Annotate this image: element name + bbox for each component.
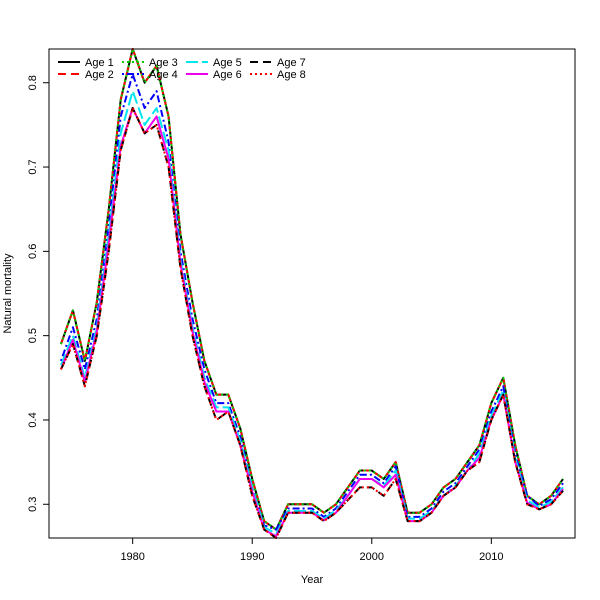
plot-frame [48, 48, 576, 539]
legend-label-age-7: Age 7 [277, 57, 306, 69]
series-line-age-7 [60, 107, 564, 539]
legend-label-age-5: Age 5 [213, 57, 242, 69]
legend-label-age-1: Age 1 [85, 57, 114, 69]
legend-label-age-2: Age 2 [85, 69, 114, 81]
legend-label-age-8: Age 8 [277, 69, 306, 81]
x-axis: 1980 1990 2000 2010 [120, 538, 504, 563]
series-layer [60, 48, 564, 539]
legend-label-age-3: Age 3 [149, 57, 178, 69]
legend-label-age-6: Age 6 [213, 69, 242, 81]
x-axis-title: Year [301, 574, 324, 586]
y-tick-label: 0.3 [27, 497, 39, 512]
x-tick-label: 2010 [479, 551, 503, 563]
series-line-age-5 [60, 90, 564, 535]
series-line-age-4 [60, 73, 564, 531]
y-axis-title: Natural mortality [2, 253, 14, 334]
y-tick-label: 0.8 [27, 75, 39, 90]
series-line-age-8 [60, 107, 564, 539]
legend-label-age-4: Age 4 [149, 69, 178, 81]
y-tick-label: 0.7 [27, 159, 39, 174]
y-tick-label: 0.4 [27, 412, 39, 427]
x-tick-label: 2000 [360, 551, 384, 563]
y-tick-label: 0.6 [27, 244, 39, 259]
y-tick-label: 0.5 [27, 328, 39, 343]
series-line-age-3 [60, 48, 564, 531]
x-tick-label: 1990 [240, 551, 264, 563]
x-tick-label: 1980 [120, 551, 144, 563]
y-axis: 0.3 0.4 0.5 0.6 0.7 0.8 [27, 75, 49, 512]
